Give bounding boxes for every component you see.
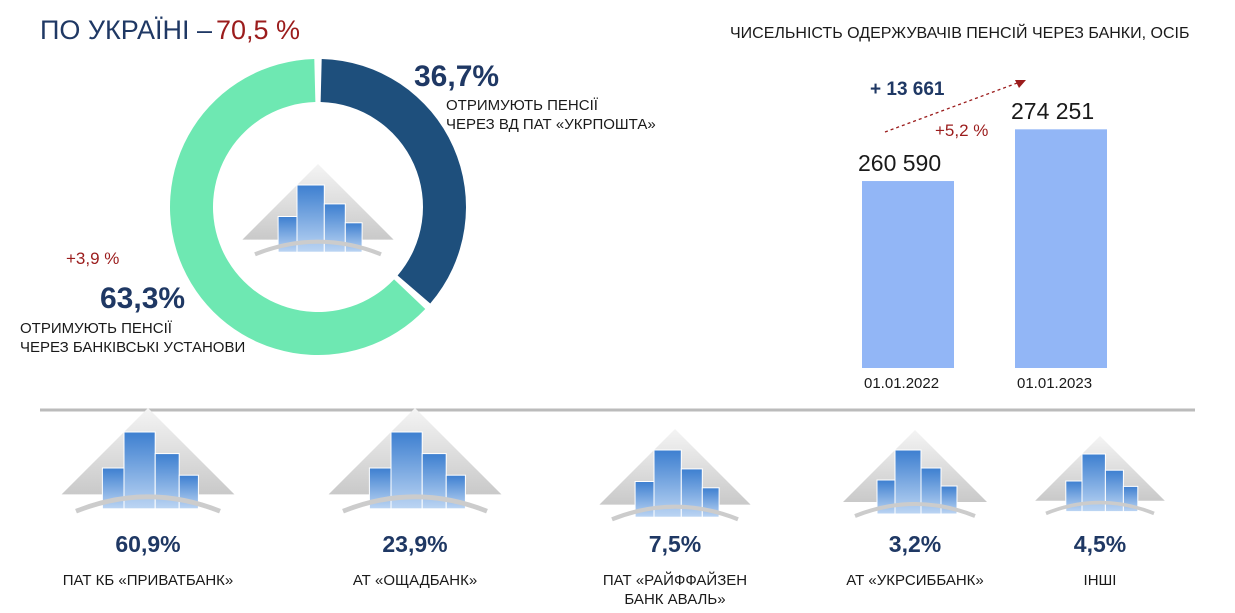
annotation: +5,2 % [935, 121, 989, 140]
icon-swoosh [854, 502, 976, 518]
subtitle: 70,5 % [216, 15, 301, 45]
category-label: ПАТ «РАЙФФАЙЗЕН БАНК АВАЛЬ» [602, 572, 748, 608]
arrow-head [1015, 80, 1026, 88]
value-label: 7,5% [648, 531, 702, 557]
annotation: +3,9 % [66, 249, 120, 268]
icon-swoosh [1045, 500, 1155, 516]
value-label: 3,2% [888, 531, 942, 557]
bar [1015, 129, 1107, 368]
icon-swoosh [75, 494, 221, 514]
title: ЧИСЕЛЬНІСТЬ ОДЕРЖУВАЧІВ ПЕНСІЙ ЧЕРЕЗ БАН… [730, 25, 1190, 42]
value-label: 4,5% [1073, 531, 1127, 557]
x-tick-label: 01.01.2023 [1017, 375, 1093, 392]
segment-label: ОТРИМУЮТЬ ПЕНСІЇ ЧЕРЕЗ БАНКІВСЬКІ УСТАНО… [20, 320, 246, 356]
title: ПО УКРАЇНІ – [40, 15, 213, 45]
category-label: АТ «ОЩАДБАНК» [352, 572, 478, 589]
icon-swoosh [342, 494, 488, 514]
donut-segment [170, 59, 426, 355]
category-label: ІНШІ [1083, 572, 1117, 589]
icon-swoosh [254, 239, 382, 257]
x-tick-label: 01.01.2022 [864, 375, 940, 392]
donut-segment [320, 59, 466, 304]
value-label: 63,3% [100, 282, 186, 315]
value-label: 36,7% [414, 60, 500, 93]
value-label: 274 251 [1011, 98, 1095, 125]
bar [862, 181, 954, 368]
value-label: 60,9% [115, 531, 181, 557]
category-label: ПАТ КБ «ПРИВАТБАНК» [62, 572, 234, 589]
value-label: 260 590 [858, 150, 942, 177]
category-label: АТ «УКРСИББАНК» [846, 572, 984, 589]
icon-swoosh [611, 504, 739, 522]
value-label: 23,9% [382, 531, 448, 557]
annotation: + 13 661 [870, 79, 945, 100]
segment-label: ОТРИМУЮТЬ ПЕНСІЇ ЧЕРЕЗ ВД ПАТ «УКРПОШТА» [446, 97, 656, 133]
